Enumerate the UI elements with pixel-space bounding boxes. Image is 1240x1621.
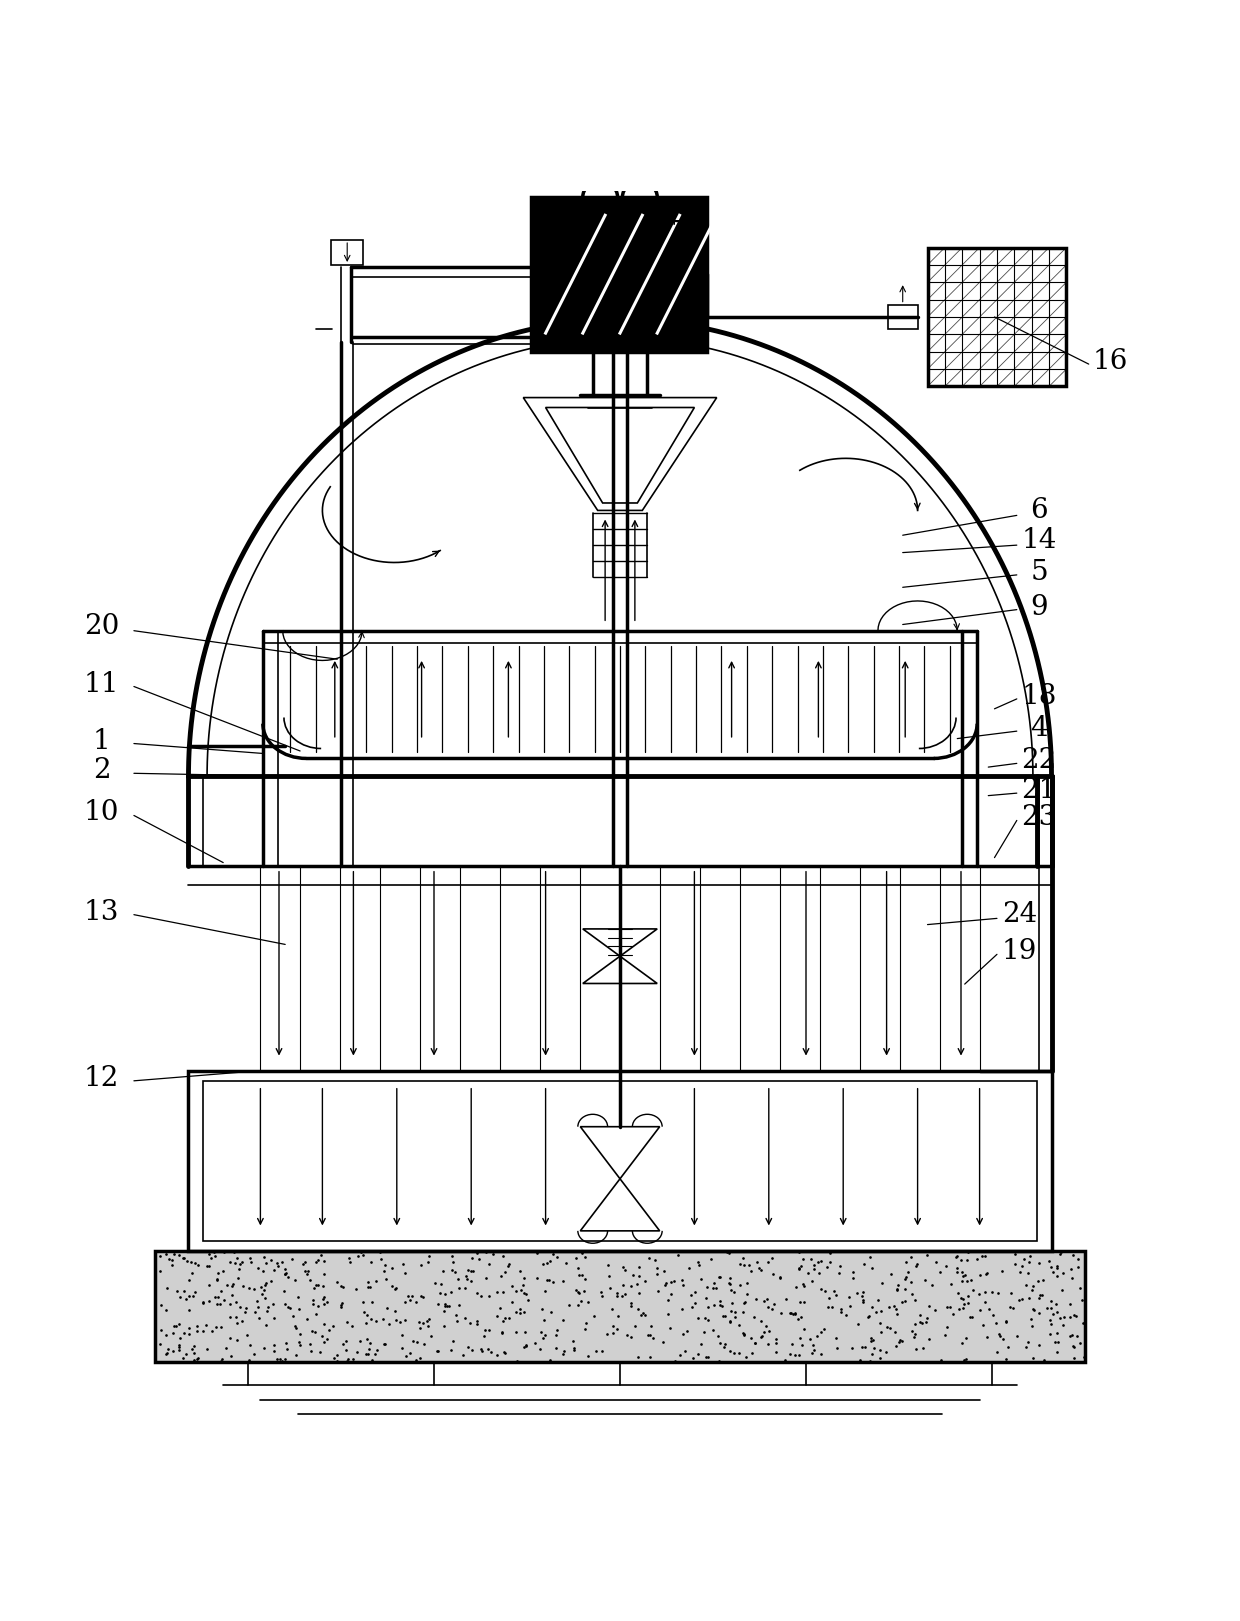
- Bar: [331, 240, 363, 264]
- Text: 13: 13: [84, 898, 119, 926]
- Text: 5: 5: [1030, 559, 1048, 585]
- Bar: [531, 196, 707, 352]
- Bar: [888, 305, 918, 329]
- Text: 20: 20: [84, 613, 119, 640]
- Text: 12: 12: [84, 1065, 119, 1093]
- Text: 14: 14: [1022, 527, 1056, 554]
- Text: 2: 2: [93, 757, 110, 785]
- Text: 9: 9: [1030, 593, 1048, 621]
- Text: 7: 7: [671, 220, 688, 248]
- Text: 4: 4: [1030, 715, 1048, 742]
- Bar: [188, 1071, 1052, 1251]
- Bar: [203, 1081, 1037, 1240]
- Text: 10: 10: [84, 799, 119, 827]
- Text: 11: 11: [84, 671, 119, 697]
- Text: 21: 21: [1022, 776, 1056, 804]
- Bar: [928, 248, 1066, 386]
- Text: 24: 24: [1002, 901, 1037, 929]
- Text: 18: 18: [1022, 682, 1056, 710]
- Text: 19: 19: [1002, 939, 1037, 966]
- Text: 1: 1: [93, 728, 110, 754]
- Bar: [155, 1251, 1085, 1362]
- Text: 22: 22: [1022, 747, 1056, 775]
- Text: 6: 6: [1030, 498, 1048, 524]
- Text: 23: 23: [1022, 804, 1056, 832]
- Text: 16: 16: [1092, 349, 1127, 374]
